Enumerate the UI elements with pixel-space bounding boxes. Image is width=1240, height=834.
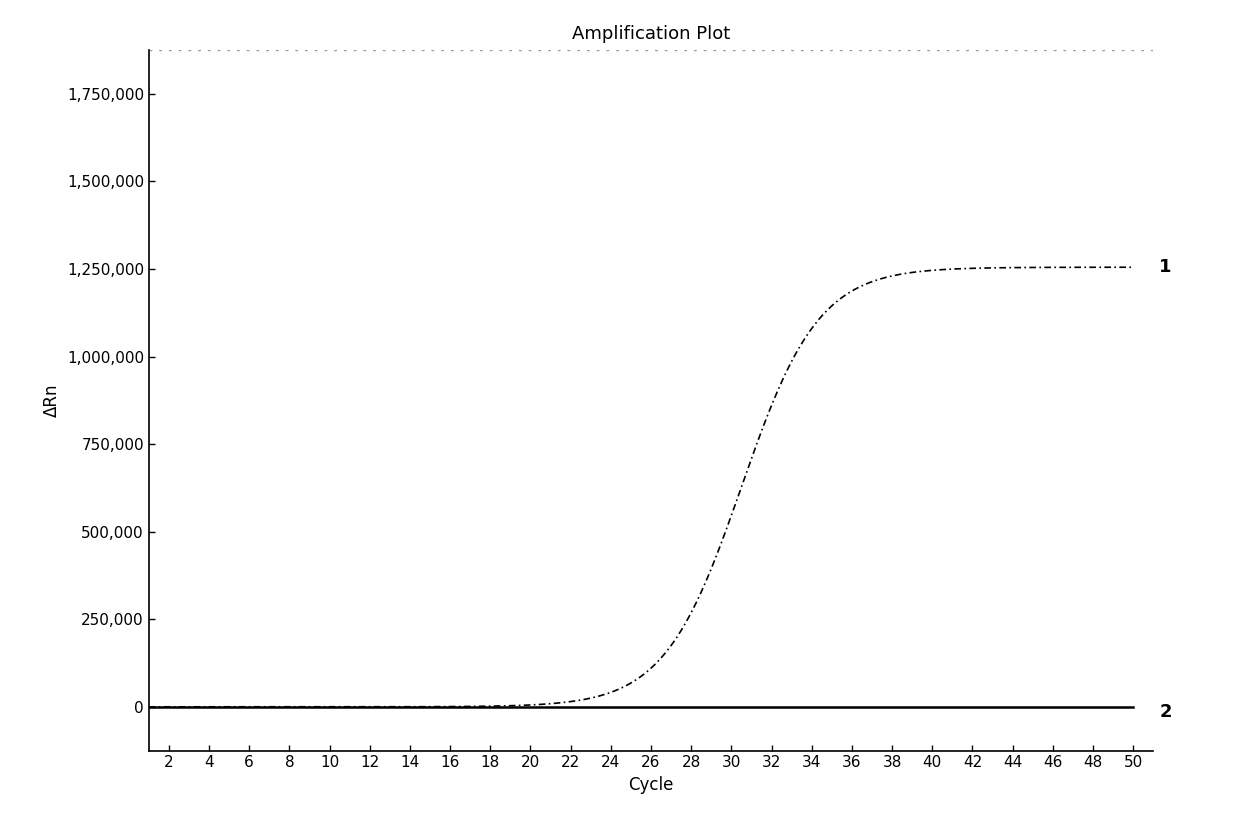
Y-axis label: ΔRn: ΔRn bbox=[43, 384, 61, 417]
Title: Amplification Plot: Amplification Plot bbox=[572, 25, 730, 43]
Text: 2: 2 bbox=[1159, 703, 1172, 721]
Text: 1: 1 bbox=[1159, 259, 1172, 276]
X-axis label: Cycle: Cycle bbox=[629, 776, 673, 794]
